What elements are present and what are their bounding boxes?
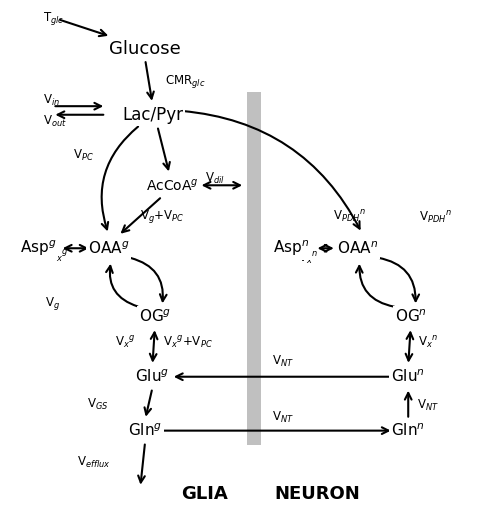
Text: V$_g$: V$_g$ [45,295,60,312]
Text: GLIA: GLIA [181,485,228,503]
Text: V$_x$$^n$: V$_x$$^n$ [297,251,318,267]
Text: OAA$^g$: OAA$^g$ [88,240,129,257]
Text: V$_x$$^n$: V$_x$$^n$ [418,335,438,350]
Text: Lac/Pyr: Lac/Pyr [122,106,183,124]
Text: V$_g$+V$_{PC}$: V$_g$+V$_{PC}$ [140,208,185,225]
Text: V$_{NT}$: V$_{NT}$ [416,398,439,413]
Text: AcCoA$^g$: AcCoA$^g$ [146,177,198,193]
Text: OAA$^n$: OAA$^n$ [337,240,378,257]
Text: T$_{glc}$: T$_{glc}$ [43,10,64,26]
Text: V$_{PC}$: V$_{PC}$ [74,148,95,163]
Text: V$_{in}$: V$_{in}$ [43,93,60,108]
Text: V$_{out}$: V$_{out}$ [43,114,67,129]
Text: Gln$^n$: Gln$^n$ [392,422,425,439]
Text: Asp$^g$: Asp$^g$ [20,238,56,258]
Text: V$_{NT}$: V$_{NT}$ [272,354,294,369]
Bar [247,92,261,445]
Text: V$_{dil}$: V$_{dil}$ [204,171,224,186]
Text: CMR$_{glc}$: CMR$_{glc}$ [165,74,205,90]
Text: V$_{PDH}$$^n$: V$_{PDH}$$^n$ [333,209,366,225]
Text: V$_x$$^g$+V$_{PC}$: V$_x$$^g$+V$_{PC}$ [163,335,213,350]
Text: V$_{GS}$: V$_{GS}$ [87,397,108,412]
Text: NEURON: NEURON [274,485,360,503]
Text: OG$^n$: OG$^n$ [394,308,427,324]
Text: V$_x$$^g$: V$_x$$^g$ [48,249,68,265]
Text: V$_{NT}$: V$_{NT}$ [272,410,294,424]
Text: V$_{efflux}$: V$_{efflux}$ [77,455,110,470]
Text: Glucose: Glucose [109,40,181,58]
Text: Asp$^n$: Asp$^n$ [273,238,309,258]
Text: V$_{PDH}$$^n$: V$_{PDH}$$^n$ [419,210,452,226]
Text: Glu$^n$: Glu$^n$ [392,369,425,385]
Text: Gln$^g$: Gln$^g$ [128,422,162,439]
Text: Glu$^g$: Glu$^g$ [135,369,170,385]
Text: V$_x$$^g$: V$_x$$^g$ [115,335,135,350]
Text: OG$^g$: OG$^g$ [139,308,171,324]
